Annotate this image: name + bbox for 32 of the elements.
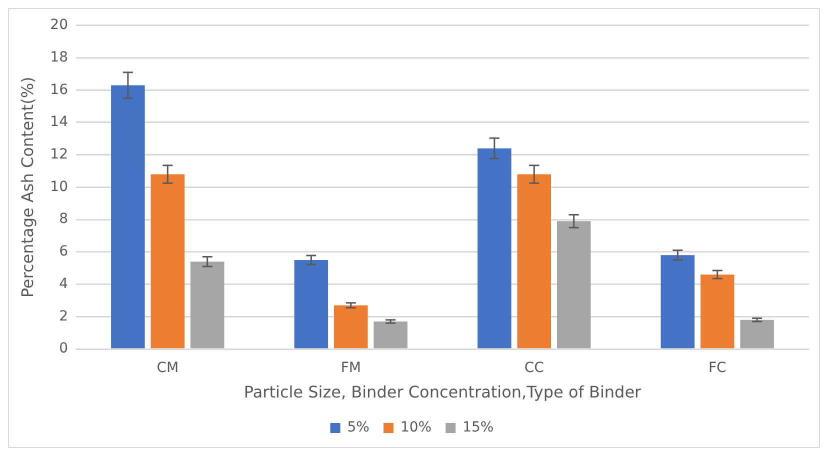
x-axis-title: Particle Size, Binder Concentration,Type of Binder (244, 382, 642, 402)
bar (517, 174, 552, 348)
y-tick-label: 4 (59, 276, 68, 292)
y-tick-label: 16 (50, 82, 68, 98)
x-tick-label: CC (524, 360, 544, 376)
y-tick-label: 20 (50, 17, 68, 34)
legend-label: 15% (462, 420, 494, 436)
bar (111, 85, 145, 348)
bar (294, 260, 328, 348)
y-tick-label: 12 (50, 146, 68, 162)
y-tick-label: 10 (50, 178, 68, 195)
y-tick-label: 6 (59, 244, 68, 260)
y-axis-title: Percentage Ash Content(%) (18, 76, 37, 298)
legend-label: 10% (400, 420, 432, 436)
bar (478, 148, 512, 348)
y-tick-label: 8 (59, 211, 68, 228)
bar (660, 255, 695, 348)
y-tick-label: 18 (50, 49, 68, 66)
y-tick-label: 0 (59, 340, 68, 357)
legend-label: 5% (347, 420, 370, 436)
bar (740, 320, 774, 348)
bar (334, 305, 368, 348)
y-tick-label: 14 (50, 114, 68, 130)
bar (374, 321, 408, 348)
x-tick-label: CM (156, 360, 179, 376)
x-tick-label: FC (708, 360, 727, 376)
bar (150, 174, 185, 348)
bar (556, 221, 591, 348)
y-tick-label: 2 (59, 308, 68, 324)
bar (190, 262, 224, 348)
x-tick-label: FM (340, 360, 361, 376)
bar (700, 274, 734, 348)
